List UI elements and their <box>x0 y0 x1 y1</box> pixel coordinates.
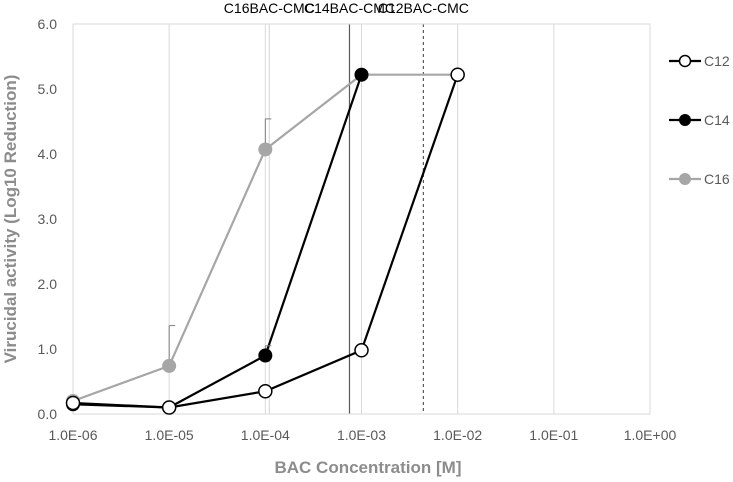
legend-item-c14: C14 <box>669 112 730 128</box>
plot-area-frame <box>72 23 651 415</box>
x-tick-label: 1.0E+00 <box>624 427 677 443</box>
series-c12 <box>65 67 465 415</box>
x-tick-label: 1.0E-02 <box>433 427 482 443</box>
tick-labels: 1.0E-06 1.0E-05 1.0E-04 1.0E-03 1.0E-02 1.0E-… <box>38 16 677 443</box>
legend-marker <box>678 54 692 68</box>
data-point <box>258 384 273 399</box>
series-c14 <box>66 67 369 415</box>
legend-label: C16 <box>704 171 730 187</box>
cmc-label: C12BAC-CMC <box>378 0 469 16</box>
y-tick-label: 4.0 <box>38 146 58 162</box>
legend: C12 C14 C16 <box>669 53 730 187</box>
y-tick-label: 5.0 <box>38 81 58 97</box>
data-point <box>162 358 177 373</box>
cmc-label: C16BAC-CMC <box>224 0 315 16</box>
data-point <box>258 348 273 363</box>
y-tick-label: 3.0 <box>38 211 58 227</box>
legend-marker <box>679 173 691 185</box>
data-point <box>65 395 81 411</box>
x-tick-label: 1.0E-04 <box>241 427 290 443</box>
x-tick-label: 1.0E-05 <box>145 427 194 443</box>
legend-item-c16: C16 <box>669 171 730 187</box>
legend-label: C12 <box>704 53 730 69</box>
x-tick-label: 1.0E-03 <box>337 427 386 443</box>
y-tick-label: 1.0 <box>38 341 58 357</box>
legend-item-c12: C12 <box>669 53 730 69</box>
cmc-label: C14BAC-CMC <box>304 0 395 16</box>
series-line <box>72 74 363 409</box>
y-tick-label: 6.0 <box>38 16 58 32</box>
x-axis-title: BAC Concentration [M] <box>275 458 462 477</box>
y-tick-label: 2.0 <box>38 276 58 292</box>
data-point <box>258 142 273 157</box>
axis-titles: BAC Concentration [M] Virucidal activity… <box>1 75 461 477</box>
data-point <box>450 67 465 82</box>
y-axis-title: Virucidal activity (Log10 Reduction) <box>1 75 20 364</box>
plot-frame <box>72 23 651 415</box>
data-series <box>65 67 465 415</box>
data-point <box>354 67 369 82</box>
x-tick-label: 1.0E-01 <box>529 427 578 443</box>
data-point <box>161 400 177 415</box>
legend-marker <box>679 114 691 126</box>
y-tick-label: 0.0 <box>38 406 58 422</box>
data-point <box>354 343 369 358</box>
x-tick-label: 1.0E-06 <box>48 427 97 443</box>
legend-label: C14 <box>704 112 730 128</box>
